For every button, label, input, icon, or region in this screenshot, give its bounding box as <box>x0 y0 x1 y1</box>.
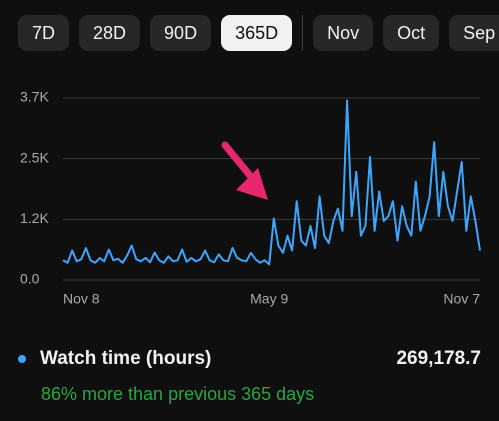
data-line <box>62 99 481 266</box>
x-tick-label: Nov 8 <box>63 291 100 307</box>
legend-label: Watch time (hours) <box>40 348 212 369</box>
period-tab[interactable]: 365D <box>221 15 293 51</box>
x-tick-label: Nov 7 <box>443 291 480 307</box>
separator <box>302 15 304 51</box>
chart: Nov 7 May 9 Nov 8 3.7K 2.5K 1.2K 0.0 <box>20 89 481 307</box>
period-tab[interactable]: Nov <box>313 15 374 51</box>
period-tab[interactable]: Oct <box>383 15 440 51</box>
tab-bar: 7D 28D 90D 365D Nov Oct Sep <box>18 15 499 51</box>
y-tick-label: 0.0 <box>20 271 40 287</box>
arrow-annotation <box>221 141 268 200</box>
period-tab[interactable]: Sep <box>449 15 499 51</box>
y-tick-label: 1.2K <box>20 210 49 226</box>
x-tick-label: May 9 <box>250 291 288 307</box>
period-tab[interactable]: 28D <box>79 15 141 51</box>
legend-dot <box>18 354 26 363</box>
y-tick-label: 3.7K <box>20 89 49 105</box>
y-tick-label: 2.5K <box>20 149 49 165</box>
legend-entry: Watch time (hours) <box>18 348 211 370</box>
period-tab[interactable]: 90D <box>150 15 212 51</box>
total-value: 269,178.7 <box>396 348 481 369</box>
period-tab[interactable]: 7D <box>18 15 70 51</box>
comparison-text: 86% more than previous 365 days <box>41 384 315 404</box>
